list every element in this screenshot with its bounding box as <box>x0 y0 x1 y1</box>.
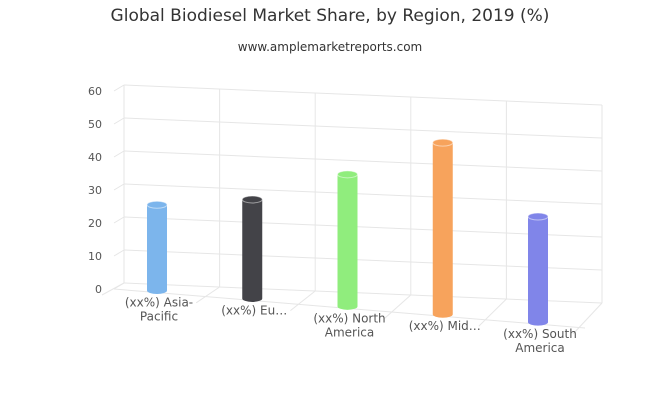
bar-top <box>432 138 454 147</box>
gridline-h <box>123 150 603 172</box>
chart-subtitle: www.amplemarketreports.com <box>237 40 423 54</box>
bar-body <box>242 199 263 302</box>
x-category-label: America <box>325 325 375 339</box>
bar-0[interactable] <box>146 200 168 295</box>
bar-3[interactable] <box>432 138 454 318</box>
bar-body <box>528 216 548 326</box>
y-tick-label: 40 <box>88 151 102 164</box>
x-category-label: (xx%) Eu… <box>221 303 287 317</box>
gridline-side <box>113 216 125 224</box>
y-tick-label: 50 <box>88 118 102 131</box>
chart-title: Global Biodiesel Market Share, by Region… <box>110 6 550 26</box>
bar-top <box>337 170 358 179</box>
gridline-side <box>113 84 125 92</box>
gridline-floor <box>384 294 412 319</box>
gridline-h <box>123 282 603 304</box>
x-category-label: America <box>515 341 565 355</box>
x-category-label: Pacific <box>140 310 178 324</box>
gridline-floor <box>195 286 220 304</box>
gridline-floor <box>290 290 316 311</box>
bar-body <box>337 174 358 310</box>
x-category-label: (xx%) South <box>503 327 577 341</box>
y-tick-label: 10 <box>88 250 102 263</box>
bar-1[interactable] <box>241 195 263 302</box>
gridline-floor <box>101 282 125 296</box>
gridline-side <box>113 249 125 257</box>
gridline-h <box>123 216 603 238</box>
gridline-floor <box>572 302 603 335</box>
y-tick-label: 60 <box>88 85 102 98</box>
gridline-h <box>123 84 603 106</box>
gridline-h <box>123 117 603 139</box>
x-category-label: (xx%) Mid… <box>409 319 481 333</box>
bar-layer <box>146 138 549 326</box>
y-tick-label: 0 <box>95 283 102 296</box>
bar-4[interactable] <box>527 212 549 326</box>
gridline-h <box>123 249 603 271</box>
gridline-side <box>113 183 125 191</box>
y-axis-ticks: 0 10 20 30 40 50 60 <box>88 85 102 296</box>
gridline-floor <box>478 298 507 327</box>
x-category-label: (xx%) North <box>313 311 385 325</box>
grid-layer <box>101 84 603 335</box>
bar-body <box>147 204 167 295</box>
x-axis-categories: (xx%) Asia-Pacific (xx%) Eu…(xx%) NorthAm… <box>125 296 577 356</box>
bar-body <box>432 142 453 318</box>
bar-top <box>527 212 549 221</box>
bar-top <box>146 200 168 209</box>
gridline-h <box>123 183 603 205</box>
y-tick-label: 20 <box>88 217 102 230</box>
x-category-label: (xx%) Asia- <box>125 296 193 310</box>
bar-2[interactable] <box>337 170 358 310</box>
y-tick-label: 30 <box>88 184 102 197</box>
gridline-side <box>113 117 125 125</box>
gridline-side <box>113 150 125 158</box>
bar-top <box>241 195 263 204</box>
